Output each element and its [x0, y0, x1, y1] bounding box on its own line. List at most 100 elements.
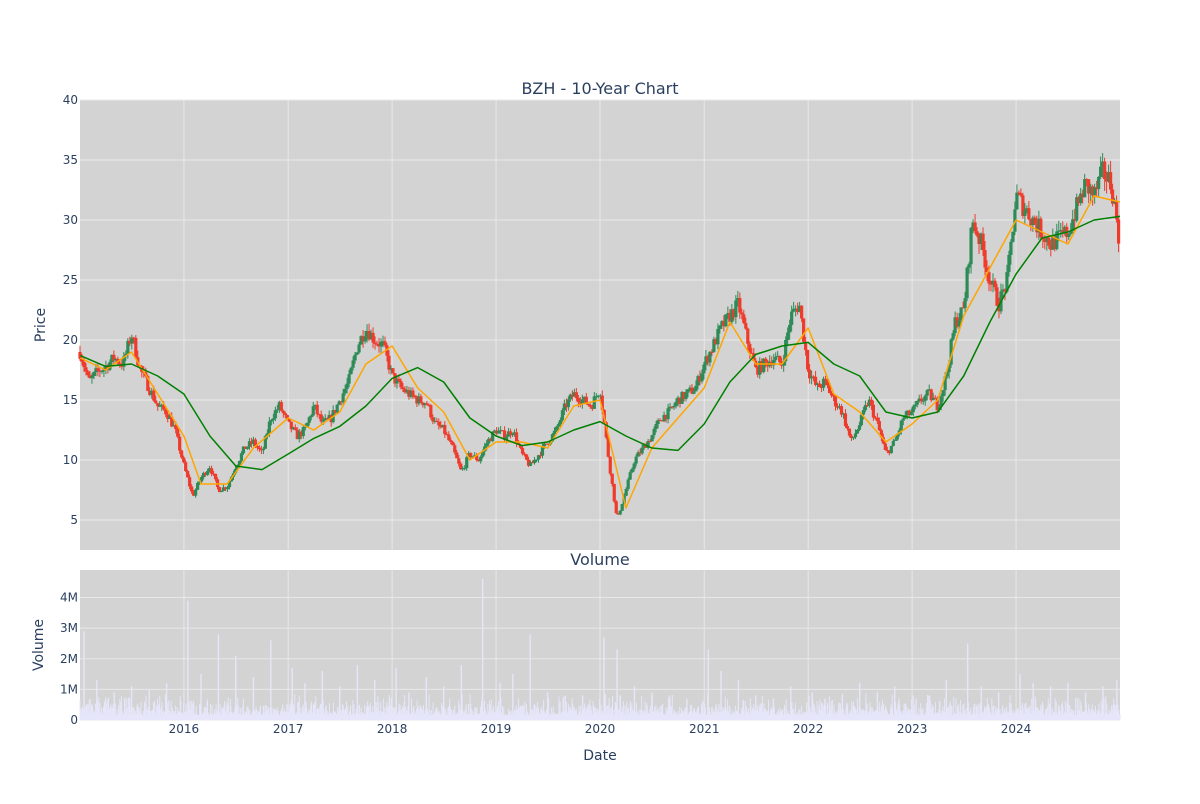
volume-bar — [318, 713, 320, 720]
volume-bar — [184, 712, 186, 720]
volume-bar — [1044, 709, 1046, 720]
volume-bar — [788, 712, 790, 720]
candle-up — [1007, 254, 1011, 273]
volume-bar — [410, 713, 412, 720]
volume-bar — [299, 714, 301, 720]
volume-bar — [1009, 703, 1011, 720]
volume-bar — [595, 707, 597, 720]
volume-bar — [157, 712, 159, 720]
volume-bar — [306, 708, 308, 720]
volume-bar — [459, 711, 461, 720]
volume-bar — [1101, 711, 1103, 720]
candle-up — [265, 433, 269, 437]
volume-bar — [273, 708, 275, 720]
volume-bar — [626, 714, 628, 720]
volume-bar — [112, 704, 114, 720]
volume-bar — [917, 714, 919, 720]
volume-bar — [659, 711, 661, 720]
volume-bar — [163, 710, 165, 720]
candle-up — [947, 364, 951, 373]
volume-bar — [586, 709, 588, 720]
candle-down — [285, 415, 289, 419]
volume-bar — [85, 713, 87, 720]
candle-up — [652, 428, 656, 436]
volume-bar — [535, 714, 537, 720]
volume-bar — [963, 703, 965, 720]
volume-bar — [376, 712, 378, 720]
volume-bar — [559, 701, 561, 720]
volume-bar — [570, 715, 572, 720]
volume-bar — [155, 713, 157, 720]
candle-down — [977, 235, 981, 244]
volume-bar — [99, 702, 101, 720]
volume-bar — [591, 715, 593, 720]
volume-bar — [323, 713, 325, 720]
candle-down — [881, 437, 885, 444]
volume-bar — [207, 712, 209, 720]
volume-bar — [532, 715, 534, 720]
volume-bar — [134, 713, 136, 720]
volume-bar — [1061, 701, 1063, 720]
volume-bar — [371, 712, 373, 720]
volume-bar — [385, 715, 387, 720]
volume-bar — [481, 701, 483, 720]
volume-bar — [891, 694, 893, 720]
volume-bar — [577, 714, 579, 720]
volume-bar — [1026, 708, 1028, 720]
volume-bar — [146, 715, 148, 720]
volume-bar — [324, 713, 326, 720]
volume-bar — [1118, 709, 1120, 720]
candle-up — [237, 460, 242, 466]
volume-bar — [815, 713, 817, 720]
volume-bar — [668, 695, 671, 720]
candle-down — [178, 436, 182, 451]
volume-bar — [327, 714, 329, 720]
volume-bar — [169, 711, 171, 720]
volume-bar — [197, 715, 199, 720]
candle-down — [415, 397, 419, 404]
volume-bar — [474, 714, 476, 720]
volume-bar — [1089, 709, 1091, 720]
volume-bar — [753, 709, 755, 720]
volume-bar — [458, 704, 460, 720]
volume-bar — [263, 705, 265, 720]
volume-bar — [630, 705, 632, 720]
volume-bar — [1108, 708, 1110, 720]
volume-bar — [646, 702, 648, 720]
volume-bar — [839, 713, 841, 720]
volume-bar — [340, 714, 342, 720]
volume-bar — [414, 715, 416, 720]
volume-bar — [664, 714, 666, 720]
volume-bar — [154, 711, 156, 720]
candle-up — [921, 400, 925, 402]
volume-bar — [637, 713, 639, 720]
volume-bar — [175, 705, 177, 720]
volume-bar — [919, 714, 921, 720]
volume-bar — [183, 714, 185, 720]
candle-down — [475, 455, 479, 461]
volume-bar — [760, 708, 762, 720]
volume-bar — [120, 702, 122, 720]
volume-bar — [207, 698, 209, 720]
volume-bar — [593, 706, 595, 720]
volume-bar — [911, 699, 913, 720]
volume-bar — [822, 703, 824, 720]
volume-bar — [740, 715, 742, 720]
volume-bar — [878, 714, 880, 720]
volume-bar — [982, 712, 984, 720]
volume-bar — [780, 710, 782, 720]
volume-bar — [731, 710, 733, 720]
volume-bar — [1012, 709, 1014, 720]
volume-bar — [1095, 713, 1097, 720]
volume-bar — [586, 707, 588, 720]
volume-bar — [132, 706, 134, 720]
volume-bar — [418, 709, 420, 720]
volume-bar — [185, 703, 187, 720]
candle-down — [299, 431, 303, 437]
volume-bar — [347, 705, 349, 720]
volume-bar — [616, 649, 618, 720]
volume-bar — [83, 631, 85, 720]
volume-bar — [182, 712, 184, 720]
volume-bar — [830, 700, 832, 720]
volume-bar — [326, 711, 328, 720]
